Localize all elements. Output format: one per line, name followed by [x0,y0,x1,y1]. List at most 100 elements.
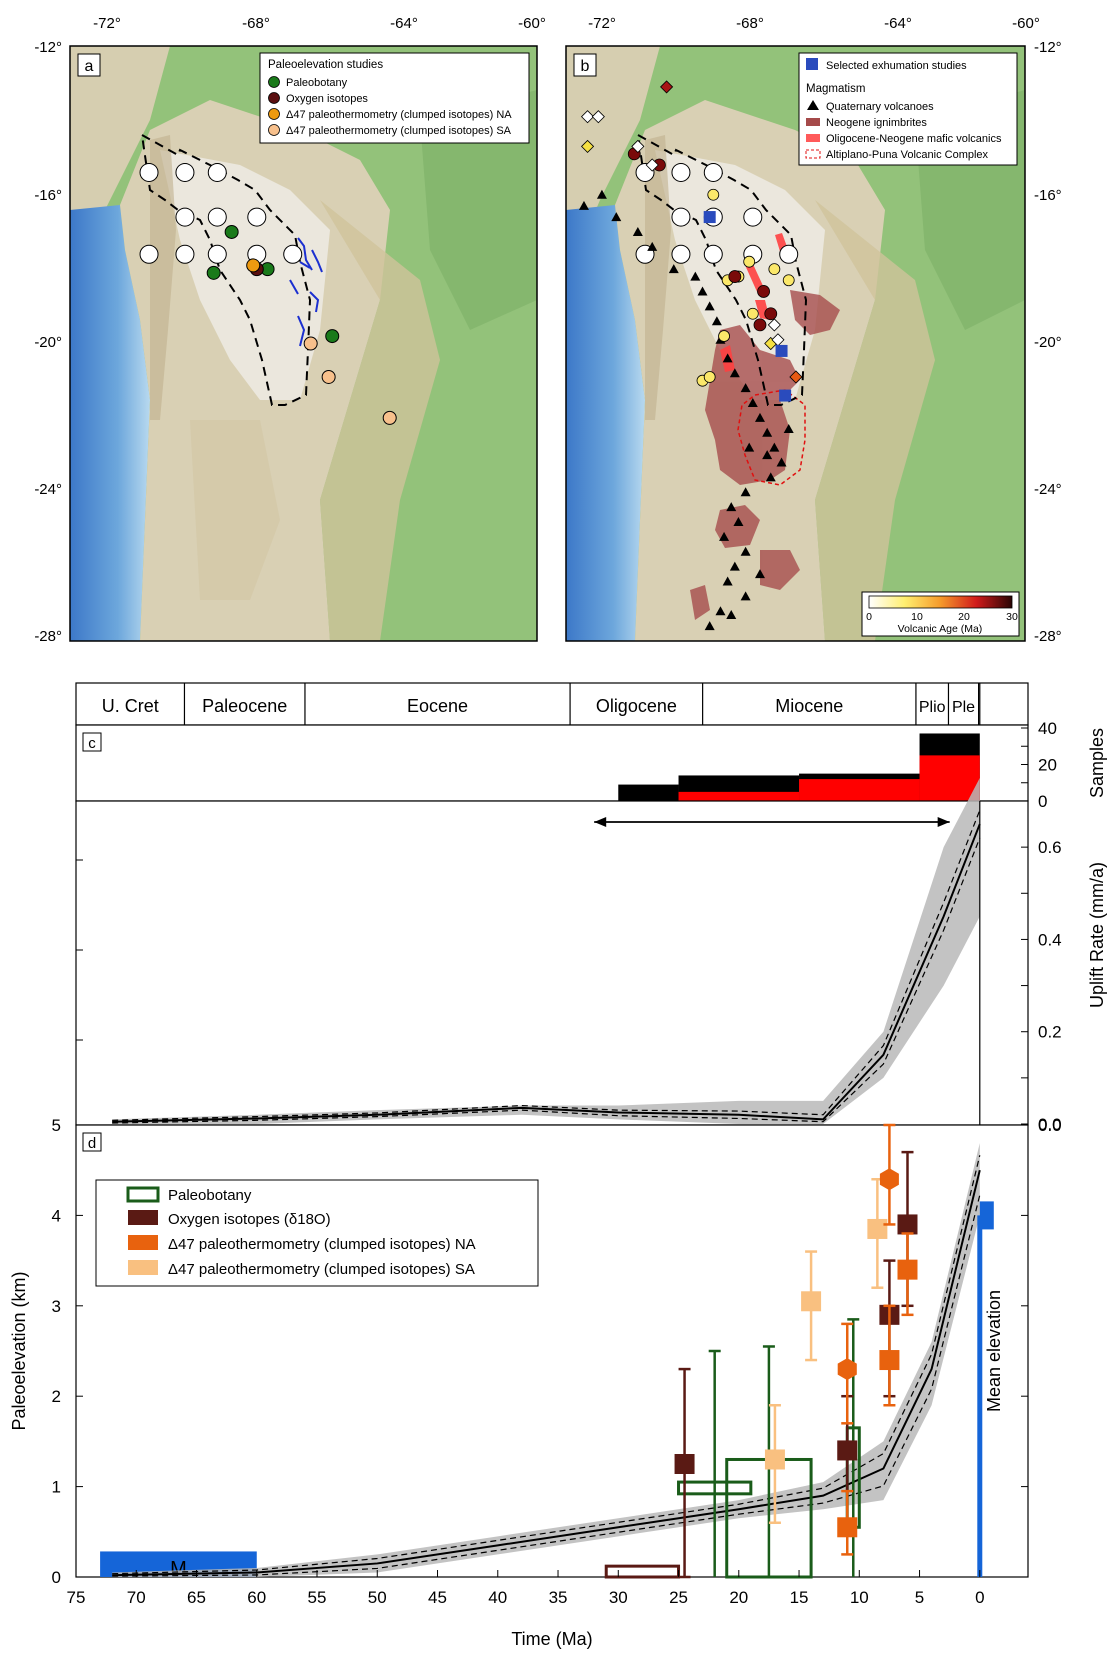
quaternary-volcano-marker [783,424,794,434]
map-panel-a: a Paleoelevation studies Paleobotany Oxy… [34,15,546,645]
clumped-na-marker [837,1358,857,1381]
lon-tick: -68° [242,15,270,32]
clumped-sa-marker [764,1449,785,1470]
reference-site-marker [175,162,195,182]
legend-a-item-clumped-sa: Δ47 paleothermometry (clumped isotopes) … [286,125,512,137]
paleoelevation-site-marker [224,224,239,239]
uplift-upper-bound-line [112,810,981,1121]
time-tick-label: 45 [428,1588,447,1607]
quaternary-volcano-marker [733,517,744,526]
legend-b-triangle-marker [807,100,819,110]
time-tick-label: 15 [790,1588,809,1607]
legend-a-item-clumped-na: Δ47 paleothermometry (clumped isotopes) … [286,109,512,121]
quaternary-volcano-marker [740,487,751,497]
samples-bar-red [919,755,980,801]
quaternary-volcano-marker [578,200,589,210]
volcanic-age-site-marker [743,255,756,268]
colorbar-tick: 20 [958,611,970,623]
volcanic-age-site-marker [728,270,742,283]
legend-d-swatch-oxygen [128,1210,158,1225]
volcanic-site-diamond [645,158,659,172]
reference-site-marker [175,207,195,227]
reference-site-marker [671,207,691,227]
legend-b-ignimbrite-swatch [806,118,820,126]
legend-panel-d: Paleobotany Oxygen isotopes (δ18O) Δ47 p… [95,1179,539,1287]
time-axis-label: Time (Ma) [511,1629,592,1649]
volcanic-age-site-marker [757,285,770,298]
samples-bar-red [678,791,800,801]
elevation-tick-label: 3 [52,1297,61,1316]
range-arrow-head-left [594,817,607,827]
uplift-tick-label: 0.6 [1038,838,1062,857]
time-tick-label: 0 [975,1588,984,1607]
volcanic-site-diamond [767,318,781,332]
quaternary-volcano-marker [611,212,622,222]
legend-b-exhumation-marker [806,58,818,70]
paleoelevation-site-marker [246,258,261,273]
reference-site-marker [207,207,227,227]
panel-a-label: a [85,58,94,75]
lat-tick: -16° [1034,187,1062,204]
elevation-tick-label: 4 [52,1206,61,1225]
quaternary-volcano-marker [722,353,733,363]
reference-site-marker [207,162,227,182]
mean-elevation-marker [979,1201,994,1230]
lon-tick: -72° [588,15,616,32]
legend-a-marker-oxygen [268,92,280,104]
uplift-rate-panel: 0.0 0.2 0.4 0.6 Uplift Rate (mm/a) [75,777,1107,1134]
reference-site-marker [175,244,195,264]
lat-tick: -20° [1034,334,1062,351]
legend-panel-a: Paleoelevation studies Paleobotany Oxyge… [259,52,530,144]
quaternary-volcano-marker [729,561,740,571]
volcanic-site-diamond [660,80,674,94]
quaternary-volcano-marker [754,569,765,579]
samples-bar-red [799,779,920,801]
colorbar-title: Volcanic Age (Ma) [898,623,983,635]
quaternary-volcano-marker [668,264,679,274]
legend-b-mafic-swatch [806,134,820,142]
volcanic-age-site-marker [703,371,716,383]
quaternary-volcano-marker [711,316,722,326]
volcanic-site-diamond [789,370,803,384]
uplift-lower-bound-line [112,837,981,1124]
uplift-rate-plot [112,777,981,1125]
legend-d-swatch-na [128,1235,158,1250]
quaternary-volcano-marker [754,412,765,422]
quaternary-volcano-marker [744,442,755,452]
quaternary-volcano-marker [740,546,751,556]
clumped-na-marker [837,1517,858,1538]
time-tick-label: 50 [368,1588,387,1607]
reference-site-marker [139,162,159,182]
uplift-axis-label: Uplift Rate (mm/a) [1087,862,1107,1008]
quaternary-volcano-marker [722,576,733,586]
lon-tick: -64° [390,15,418,32]
exhumation-study-marker [703,211,716,224]
reference-site-marker [703,244,723,264]
lat-tick: -28° [1034,628,1062,645]
paleoelevation-y-axis: 0 1 2 3 4 5 0.0 [52,1116,1062,1587]
reference-site-marker [703,162,723,182]
legend-a-item-paleobotany: Paleobotany [286,77,348,89]
uplift-tick-label: 0.4 [1038,930,1062,949]
quaternary-volcano-marker [647,241,658,251]
volcanic-site-diamond [580,110,595,124]
colorbar-tick: 10 [911,611,923,623]
paleoelevation-site-marker [325,329,340,344]
paleoelevation-axis-label: Paleoelevation (km) [9,1271,29,1430]
quaternary-volcano-marker [729,368,740,378]
elevation-tick-label: 2 [52,1387,61,1406]
map-panel-b: b Selected exhumation studies Magmatism … [565,15,1062,645]
quaternary-volcano-marker [740,591,751,601]
samples-tick-label: 40 [1038,719,1057,738]
uplift-y-axis: 0.0 0.2 0.4 0.6 [76,838,1062,1134]
reference-site-marker [139,244,159,264]
quaternary-volcano-marker [762,427,773,437]
legend-a-marker-clumped-na [268,108,280,120]
lat-tick: -28° [34,628,62,645]
reference-site-marker [779,244,799,264]
quaternary-volcano-marker [726,502,737,512]
volcanic-site-diamond [591,110,605,124]
samples-y-axis: 0 20 40 [1021,719,1057,811]
